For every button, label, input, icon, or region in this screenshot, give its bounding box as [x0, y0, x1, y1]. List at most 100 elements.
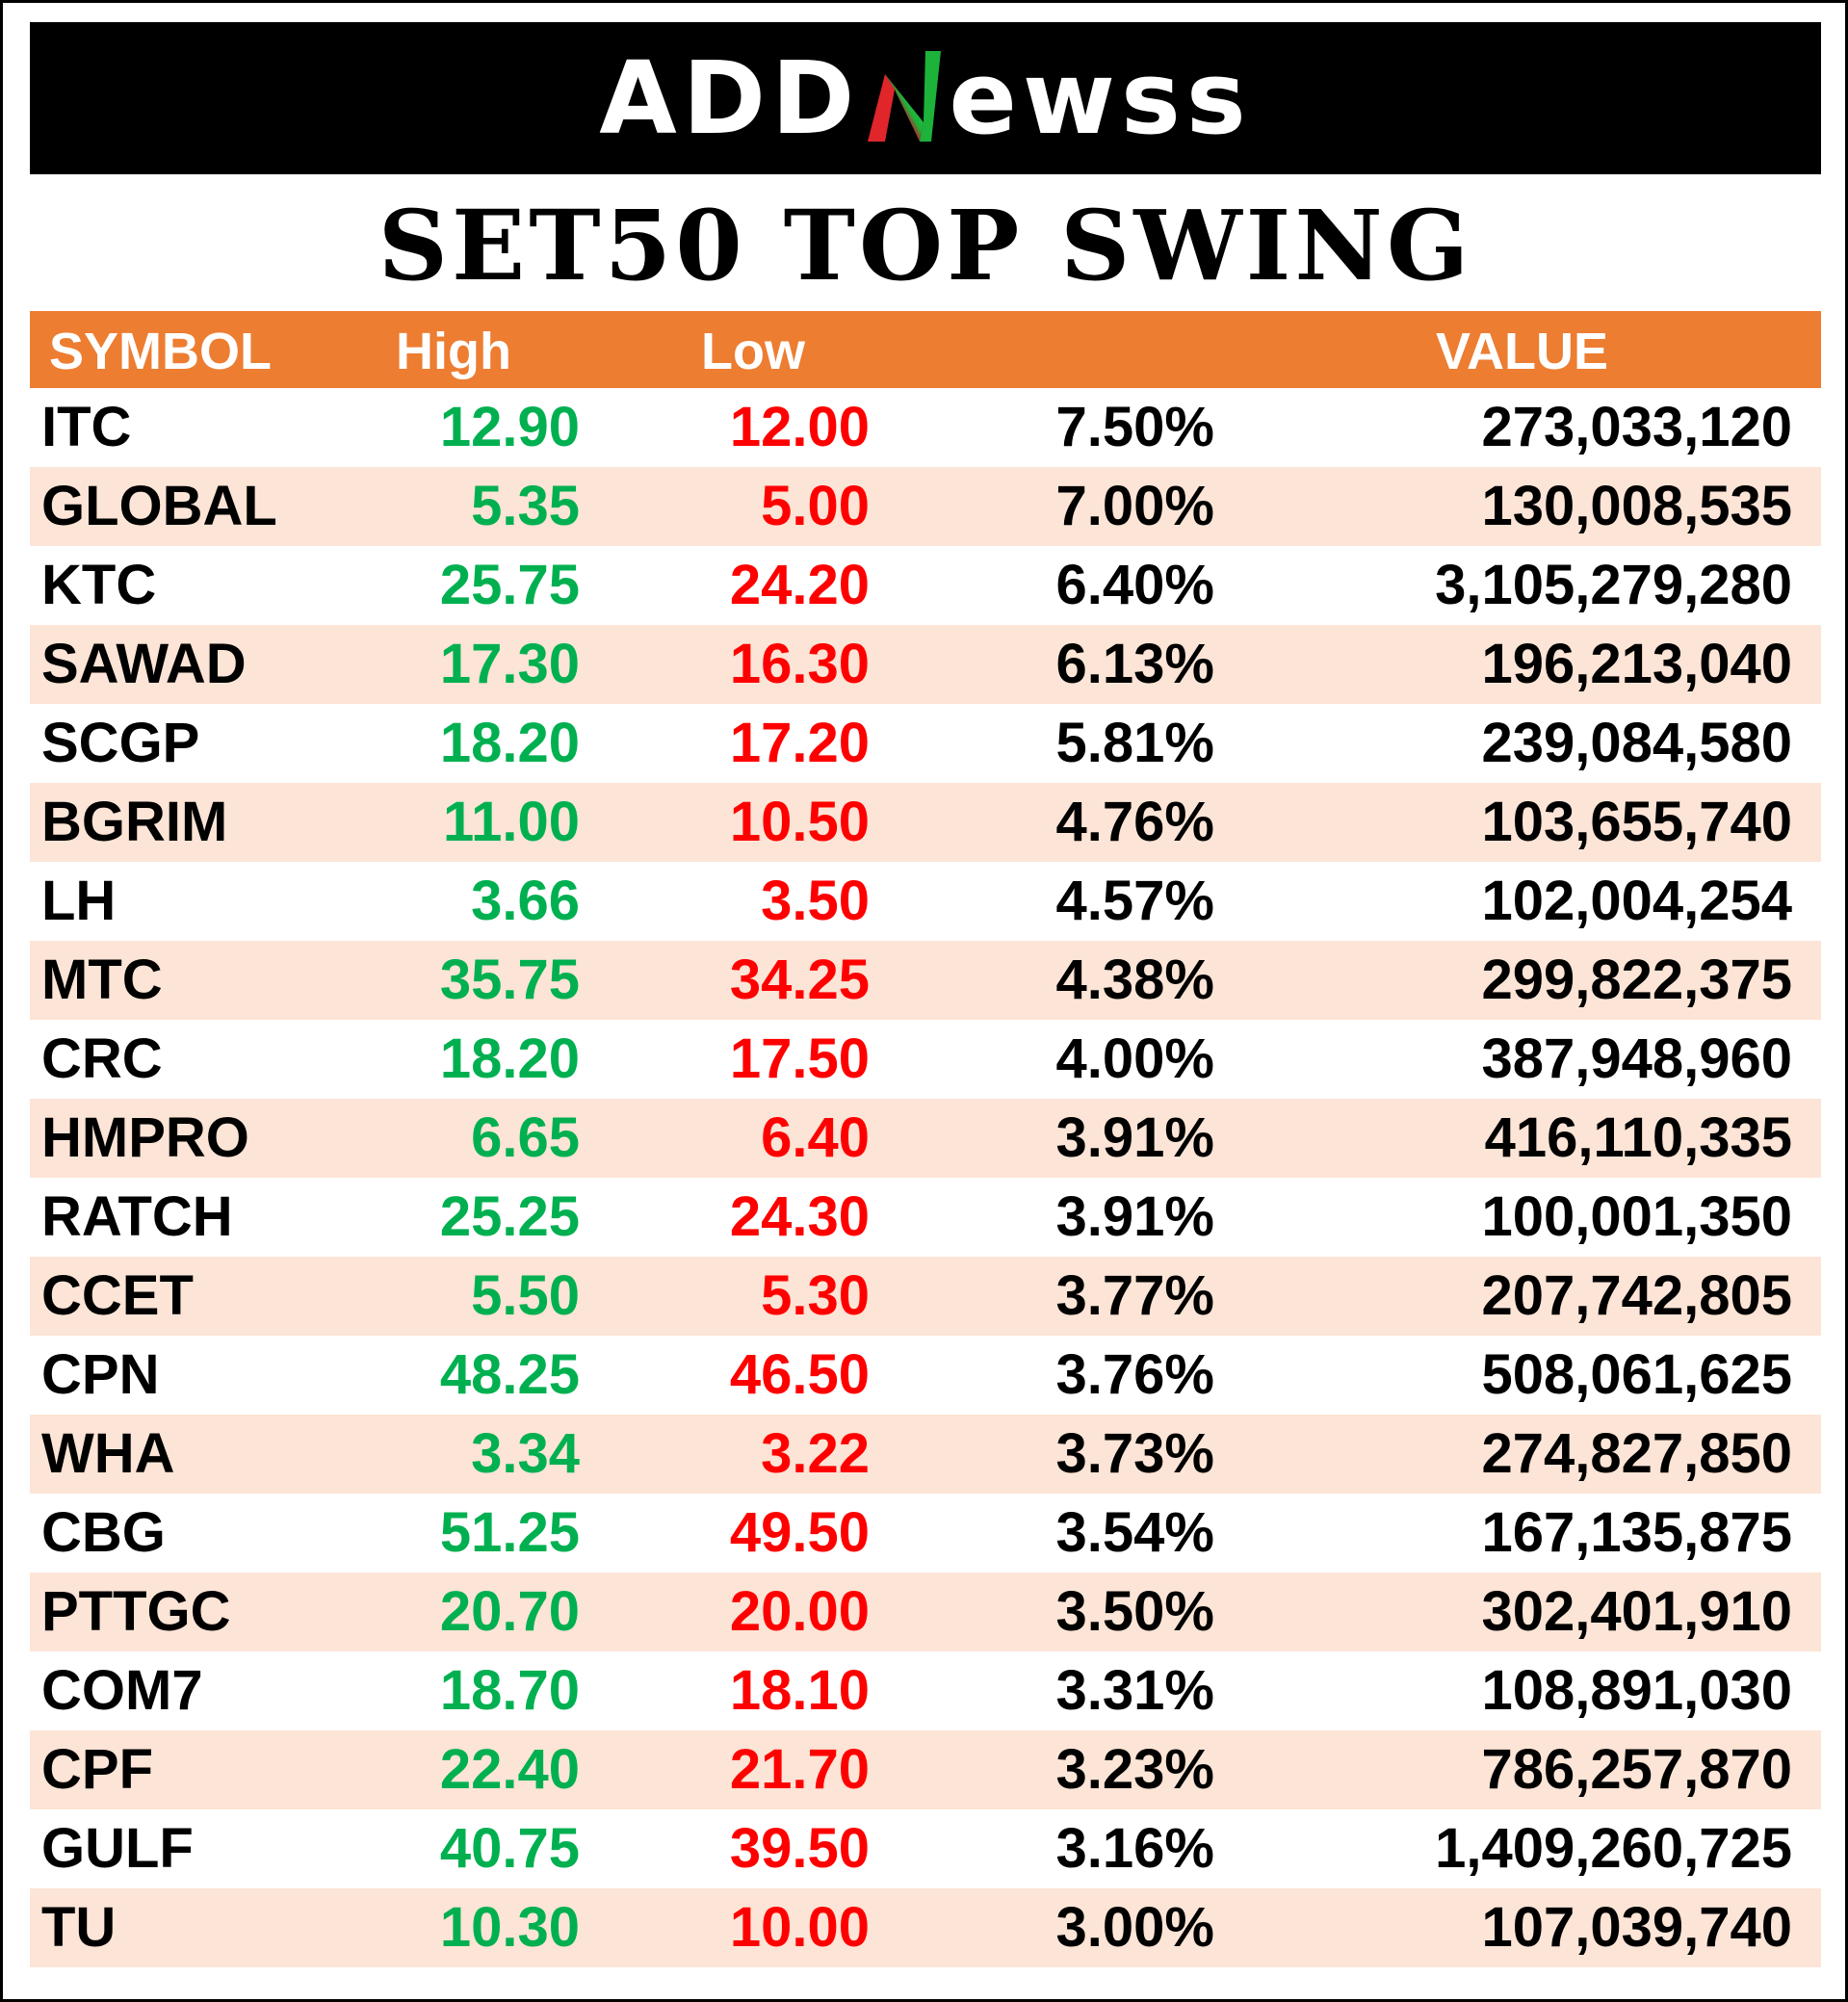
cell-percent: 4.38% — [1055, 949, 1214, 1011]
cell-value: 786,257,870 — [1481, 1738, 1792, 1801]
cell-value: 3,105,279,280 — [1435, 554, 1792, 616]
cell-low: 17.50 — [729, 1027, 870, 1090]
cell-symbol: CCET — [41, 1264, 194, 1327]
cell-value: 130,008,535 — [1481, 475, 1792, 537]
brand-logo: ADD N ewss — [599, 45, 1252, 151]
cell-symbol: BGRIM — [41, 791, 228, 853]
cell-low: 20.00 — [729, 1580, 870, 1643]
table-row: COM7 18.70 18.10 3.31% 108,891,030 — [30, 1651, 1821, 1730]
cell-value: 102,004,254 — [1481, 870, 1792, 932]
table-row: WHA 3.34 3.22 3.73% 274,827,850 — [30, 1415, 1821, 1494]
cell-symbol: CRC — [41, 1027, 163, 1090]
header-symbol: SYMBOL — [49, 323, 273, 380]
cell-high: 35.75 — [439, 949, 580, 1011]
cell-high: 17.30 — [439, 633, 580, 695]
cell-percent: 3.91% — [1055, 1106, 1214, 1169]
cell-low: 5.30 — [761, 1264, 870, 1327]
cell-percent: 3.23% — [1055, 1738, 1214, 1801]
cell-percent: 3.54% — [1055, 1501, 1214, 1564]
cell-symbol: MTC — [41, 949, 163, 1011]
cell-value: 302,401,910 — [1481, 1580, 1792, 1643]
cell-percent: 5.81% — [1055, 712, 1214, 774]
cell-symbol: KTC — [41, 554, 157, 616]
page-title: SET50 TOP SWING — [377, 189, 1473, 302]
cell-percent: 3.31% — [1055, 1659, 1214, 1722]
cell-low: 16.30 — [729, 633, 870, 695]
table-row: KTC 25.75 24.20 6.40% 3,105,279,280 — [30, 546, 1821, 625]
cell-low: 21.70 — [729, 1738, 870, 1801]
cell-value: 508,061,625 — [1481, 1343, 1792, 1406]
table-header-row: SYMBOL High Low VALUE — [30, 311, 1821, 388]
cell-high: 25.75 — [439, 554, 580, 616]
cell-symbol: CPF — [41, 1738, 153, 1801]
cell-value: 273,033,120 — [1481, 396, 1792, 458]
cell-low: 46.50 — [729, 1343, 870, 1406]
cell-symbol: GULF — [41, 1817, 194, 1880]
cell-low: 17.20 — [729, 712, 870, 774]
cell-low: 24.20 — [729, 554, 870, 616]
cell-value: 1,409,260,725 — [1435, 1817, 1792, 1880]
cell-percent: 6.13% — [1055, 633, 1214, 695]
cell-percent: 7.00% — [1055, 475, 1214, 537]
table-row: GLOBAL 5.35 5.00 7.00% 130,008,535 — [30, 467, 1821, 546]
cell-value: 299,822,375 — [1481, 949, 1792, 1011]
cell-symbol: HMPRO — [41, 1106, 249, 1169]
cell-low: 6.40 — [761, 1106, 870, 1169]
cell-value: 274,827,850 — [1481, 1422, 1792, 1485]
cell-symbol: CPN — [41, 1343, 160, 1406]
cell-symbol: SCGP — [41, 712, 200, 774]
cell-high: 12.90 — [439, 396, 580, 458]
cell-percent: 3.16% — [1055, 1817, 1214, 1880]
table-row: MTC 35.75 34.25 4.38% 299,822,375 — [30, 941, 1821, 1020]
cell-symbol: LH — [41, 870, 117, 932]
cell-high: 3.66 — [471, 870, 580, 932]
header-low: Low — [701, 323, 805, 380]
table-body: ITC 12.90 12.00 7.50% 273,033,120 GLOBAL 5.35 5… — [30, 388, 1821, 1967]
table-row: BGRIM 11.00 10.50 4.76% 103,655,740 — [30, 783, 1821, 862]
table-row: ITC 12.90 12.00 7.50% 273,033,120 — [30, 388, 1821, 467]
table-row: SAWAD 17.30 16.30 6.13% 196,213,040 — [30, 625, 1821, 704]
table-row: CBG 51.25 49.50 3.54% 167,135,875 — [30, 1494, 1821, 1573]
cell-high: 22.40 — [439, 1738, 580, 1801]
table-row: TU 10.30 10.00 3.00% 107,039,740 — [30, 1888, 1821, 1967]
table-row: CPF 22.40 21.70 3.23% 786,257,870 — [30, 1730, 1821, 1809]
cell-high: 25.25 — [439, 1185, 580, 1248]
cell-percent: 7.50% — [1055, 396, 1214, 458]
cell-percent: 6.40% — [1055, 554, 1214, 616]
logo-n-icon: N — [868, 51, 942, 142]
table-row: CCET 5.50 5.30 3.77% 207,742,805 — [30, 1257, 1821, 1336]
cell-high: 18.20 — [439, 1027, 580, 1090]
cell-low: 18.10 — [729, 1659, 870, 1722]
cell-high: 48.25 — [439, 1343, 580, 1406]
cell-low: 34.25 — [729, 949, 870, 1011]
cell-percent: 4.76% — [1055, 791, 1214, 853]
cell-symbol: COM7 — [41, 1659, 203, 1722]
cell-low: 39.50 — [729, 1817, 870, 1880]
cell-percent: 3.91% — [1055, 1185, 1214, 1248]
cell-high: 18.70 — [439, 1659, 580, 1722]
brand-banner: ADD N ewss — [30, 22, 1821, 174]
cell-value: 103,655,740 — [1481, 791, 1792, 853]
logo-text-right: ewss — [949, 39, 1252, 157]
cell-percent: 4.00% — [1055, 1027, 1214, 1090]
cell-percent: 3.76% — [1055, 1343, 1214, 1406]
table-row: SCGP 18.20 17.20 5.81% 239,084,580 — [30, 704, 1821, 783]
cell-symbol: CBG — [41, 1501, 166, 1564]
cell-symbol: SAWAD — [41, 633, 247, 695]
cell-value: 107,039,740 — [1481, 1896, 1792, 1959]
cell-percent: 3.00% — [1055, 1896, 1214, 1959]
cell-high: 5.50 — [471, 1264, 580, 1327]
cell-value: 100,001,350 — [1481, 1185, 1792, 1248]
cell-symbol: TU — [41, 1896, 117, 1959]
cell-percent: 3.73% — [1055, 1422, 1214, 1485]
cell-low: 49.50 — [729, 1501, 870, 1564]
cell-low: 3.22 — [761, 1422, 870, 1485]
cell-high: 18.20 — [439, 712, 580, 774]
table-row: PTTGC 20.70 20.00 3.50% 302,401,910 — [30, 1573, 1821, 1651]
header-value: VALUE — [1436, 323, 1609, 380]
cell-percent: 4.57% — [1055, 870, 1214, 932]
cell-value: 108,891,030 — [1481, 1659, 1792, 1722]
swing-table: SYMBOL High Low VALUE ITC 12.90 12.00 7.50%… — [30, 311, 1821, 1967]
cell-high: 5.35 — [471, 475, 580, 537]
